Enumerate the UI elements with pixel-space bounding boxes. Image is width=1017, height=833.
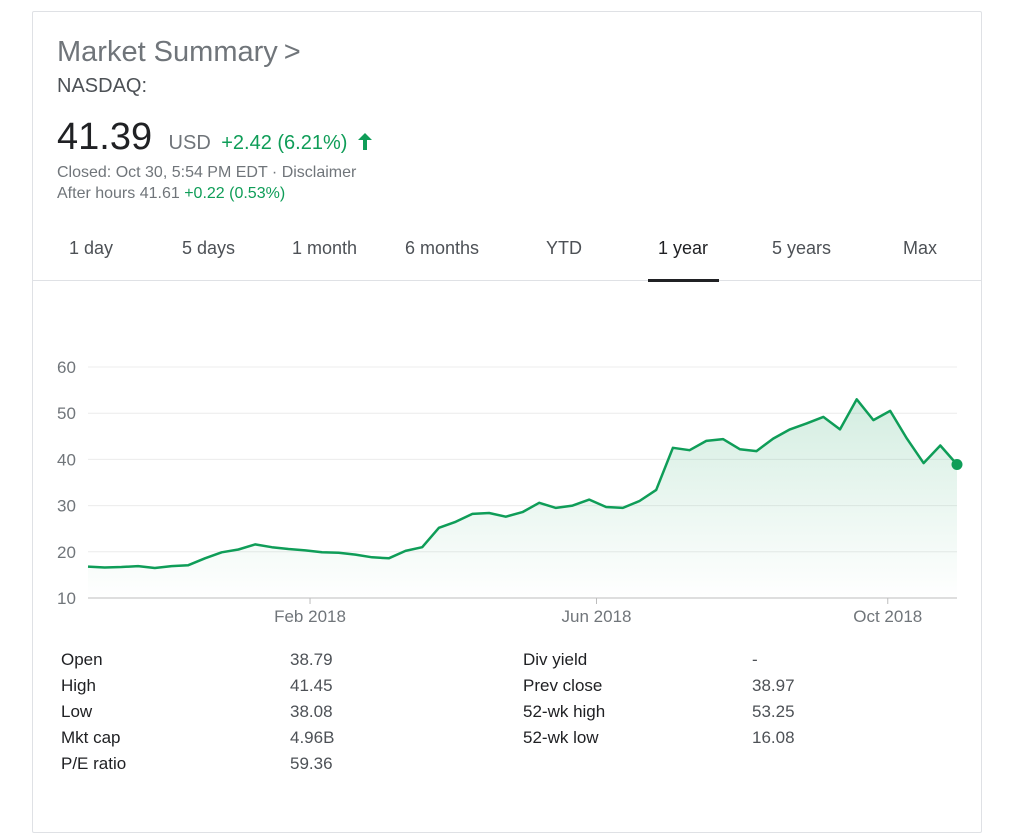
tab-6-months[interactable]: 6 months (405, 238, 479, 259)
disclaimer-link[interactable]: Disclaimer (282, 164, 357, 181)
market-summary-card: Market Summary> NASDAQ: 41.39 USD +2.42 … (32, 11, 982, 833)
time-range-tabs: 1 day 5 days 1 month 6 months YTD 1 year… (33, 230, 981, 281)
last-price-marker (952, 459, 963, 470)
stat-high-value: 41.45 (290, 676, 333, 696)
after-hours-change: +0.22 (0.53%) (184, 185, 285, 202)
stat-div-yield: Div yield (523, 650, 587, 670)
stat-label: 52-wk low (523, 728, 599, 747)
stat-pe-ratio-value: 59.36 (290, 754, 333, 774)
stat-pe-ratio: P/E ratio (61, 754, 126, 774)
title-text[interactable]: Market Summary (57, 36, 278, 68)
arrow-up-icon (358, 133, 372, 155)
y-tick-label: 60 (57, 358, 76, 377)
x-tick-label: Feb 2018 (274, 607, 346, 626)
stat-52wk-low: 52-wk low (523, 728, 599, 748)
separator-dot: · (267, 164, 281, 181)
market-status: Closed: Oct 30, 5:54 PM EDT · Disclaimer (57, 164, 356, 182)
stat-52wk-high: 52-wk high (523, 702, 605, 722)
closed-time: Closed: Oct 30, 5:54 PM EDT (57, 164, 267, 181)
y-tick-label: 10 (57, 589, 76, 608)
tab-1-day[interactable]: 1 day (69, 238, 113, 259)
tab-5-days[interactable]: 5 days (182, 238, 235, 259)
stat-mkt-cap-value: 4.96B (290, 728, 334, 748)
exchange-label: NASDAQ: (57, 75, 147, 98)
y-tick-label: 20 (57, 543, 76, 562)
stat-label: 52-wk high (523, 702, 605, 721)
stat-prev-close-value: 38.97 (752, 676, 795, 696)
market-summary-title[interactable]: Market Summary> (57, 36, 301, 69)
stat-label: P/E ratio (61, 754, 126, 773)
stat-low-value: 38.08 (290, 702, 333, 722)
tab-1-month[interactable]: 1 month (292, 238, 357, 259)
y-tick-label: 30 (57, 497, 76, 516)
y-tick-label: 50 (57, 404, 76, 423)
price-change: +2.42 (6.21%) (221, 132, 347, 154)
current-price: 41.39 (57, 116, 152, 158)
stat-label: Low (61, 702, 92, 721)
after-hours: After hours 41.61 +0.22 (0.53%) (57, 185, 285, 203)
stat-label: Open (61, 650, 103, 669)
stat-high: High (61, 676, 96, 696)
card-border-gap (353, 20, 373, 26)
y-tick-label: 40 (57, 450, 76, 469)
price-chart[interactable]: 60 50 40 30 20 10 Feb 2018 Jun 2018 Oct 2018 (33, 282, 981, 632)
stat-open: Open (61, 650, 103, 670)
stat-mkt-cap: Mkt cap (61, 728, 121, 748)
tab-ytd[interactable]: YTD (546, 238, 582, 259)
stat-52wk-low-value: 16.08 (752, 728, 795, 748)
stat-label: Div yield (523, 650, 587, 669)
x-tick-label: Oct 2018 (853, 607, 922, 626)
x-tick-label: Jun 2018 (562, 607, 632, 626)
tab-max[interactable]: Max (903, 238, 937, 259)
tab-5-years[interactable]: 5 years (772, 238, 831, 259)
stat-div-yield-value: - (752, 650, 758, 670)
stat-low: Low (61, 702, 92, 722)
tab-1-year[interactable]: 1 year (658, 238, 708, 259)
stat-label: Mkt cap (61, 728, 121, 747)
price-area-fill (88, 399, 957, 598)
stat-52wk-high-value: 53.25 (752, 702, 795, 722)
price-row: 41.39 USD +2.42 (6.21%) (57, 116, 372, 159)
stat-label: High (61, 676, 96, 695)
stat-prev-close: Prev close (523, 676, 602, 696)
after-hours-price: After hours 41.61 (57, 185, 180, 202)
stat-open-value: 38.79 (290, 650, 333, 670)
currency-label: USD (169, 132, 211, 154)
chevron-right-icon[interactable]: > (284, 36, 301, 68)
stat-label: Prev close (523, 676, 602, 695)
